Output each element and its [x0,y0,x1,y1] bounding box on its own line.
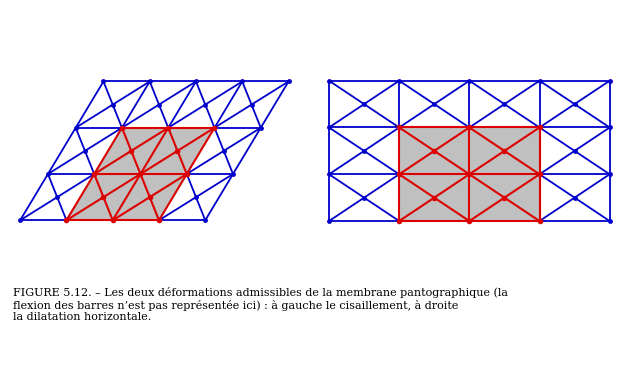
Text: FIGURE 5.12. – Les deux déformations admissibles de la membrane pantographique (: FIGURE 5.12. – Les deux déformations adm… [13,287,508,322]
Polygon shape [399,127,539,221]
Polygon shape [66,128,214,220]
